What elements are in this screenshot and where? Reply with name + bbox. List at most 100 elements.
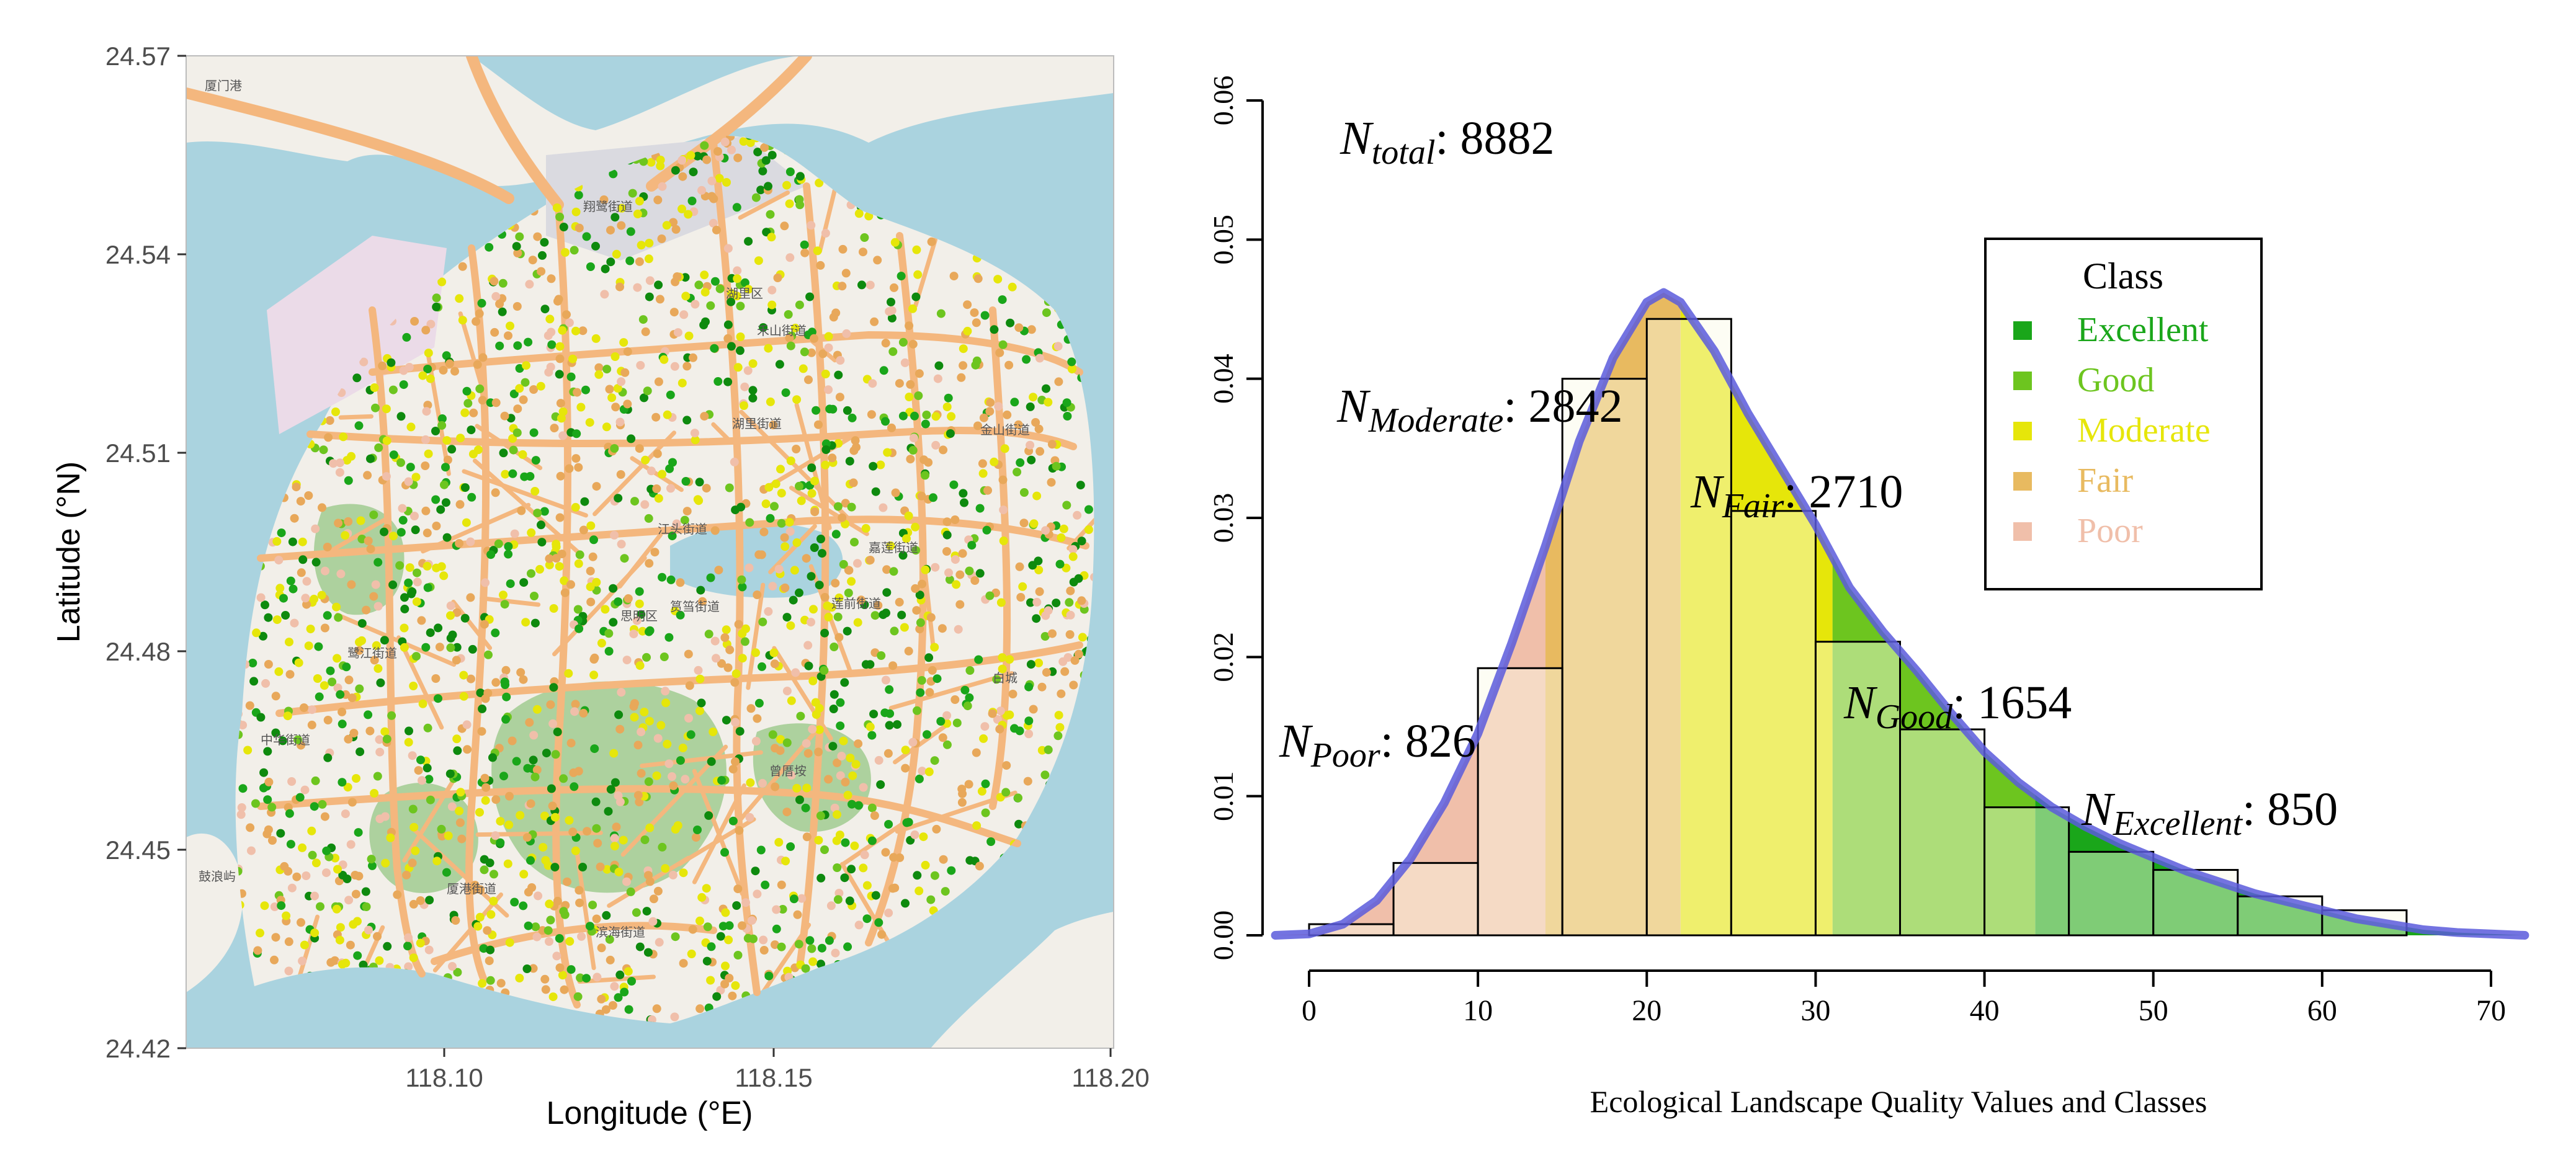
sample-point — [555, 354, 565, 363]
road — [465, 244, 490, 984]
sample-point — [504, 542, 513, 551]
sample-point — [680, 515, 689, 525]
sample-point — [687, 950, 696, 958]
sample-point — [1068, 365, 1076, 374]
minor-road — [839, 822, 903, 868]
sample-point — [326, 666, 335, 675]
sample-point — [712, 654, 720, 663]
sample-point — [970, 308, 979, 318]
sample-point — [602, 865, 612, 874]
sample-point — [319, 445, 328, 455]
sample-point — [979, 413, 988, 422]
sample-point — [1042, 384, 1050, 393]
sample-point — [897, 610, 906, 620]
sample-point — [803, 749, 813, 758]
sample-point — [571, 846, 580, 855]
sample-point — [842, 329, 851, 338]
sample-point — [320, 681, 329, 690]
sample-point — [456, 788, 465, 797]
sample-point — [619, 835, 628, 845]
sample-point — [616, 470, 625, 479]
sample-point — [455, 806, 464, 816]
sample-point — [731, 757, 740, 766]
legend-swatch — [2013, 321, 2032, 340]
sample-point — [555, 934, 564, 943]
sample-point — [373, 558, 383, 567]
sample-point — [789, 894, 798, 904]
sample-point — [589, 670, 599, 680]
sample-point — [841, 838, 850, 847]
chart-y-tick-label: 0.06 — [1207, 76, 1239, 126]
sample-point — [787, 696, 796, 705]
sample-point — [865, 280, 875, 290]
sample-point — [1065, 630, 1075, 639]
sample-point — [446, 611, 455, 620]
sample-point — [630, 713, 639, 722]
sample-point — [745, 518, 754, 527]
sample-point — [347, 580, 356, 589]
minor-road — [480, 596, 541, 607]
sample-point — [468, 644, 477, 654]
sample-point — [635, 599, 644, 608]
sample-point — [740, 278, 749, 287]
sample-point — [728, 765, 738, 774]
sample-point — [267, 803, 277, 812]
sample-point — [426, 319, 436, 329]
sample-point — [624, 594, 633, 603]
sample-point — [311, 858, 321, 868]
sample-point — [795, 300, 804, 309]
sample-point — [663, 410, 672, 419]
sample-point — [942, 711, 952, 720]
sample-point — [519, 901, 528, 911]
sample-point — [610, 352, 620, 361]
sample-point — [1014, 420, 1023, 429]
sample-point — [994, 402, 1003, 411]
sample-point — [335, 458, 344, 468]
minor-road — [421, 502, 531, 554]
sample-point — [513, 249, 522, 257]
sample-point — [528, 256, 537, 265]
sample-point — [442, 533, 452, 542]
sample-point — [908, 339, 918, 349]
sample-point — [437, 414, 447, 423]
sample-point — [910, 830, 919, 839]
sample-point — [807, 572, 816, 581]
minor-road — [711, 422, 732, 443]
sample-point — [614, 710, 624, 719]
sample-point — [1008, 690, 1017, 698]
sample-point — [272, 537, 282, 546]
sample-point — [792, 783, 802, 793]
sample-point — [1027, 325, 1036, 334]
sample-point — [635, 197, 644, 206]
sample-point — [423, 561, 432, 571]
sample-point — [270, 902, 279, 911]
sample-point — [834, 593, 844, 602]
chart-y-tick-label: 0.00 — [1207, 911, 1239, 961]
sample-point — [600, 290, 609, 299]
sample-point — [771, 940, 779, 950]
sample-point — [516, 811, 525, 820]
sample-point — [735, 826, 744, 835]
sample-point — [496, 838, 505, 847]
sample-point — [505, 791, 514, 801]
sample-point — [571, 700, 580, 709]
sample-point — [759, 323, 768, 332]
sample-point — [942, 530, 952, 540]
sample-point — [827, 603, 836, 612]
sample-point — [1058, 657, 1068, 666]
sample-point — [1076, 481, 1085, 490]
minor-road — [396, 635, 444, 730]
sample-point — [263, 795, 272, 804]
sample-point — [1000, 444, 1009, 453]
sample-point — [314, 642, 323, 651]
sample-point — [697, 185, 706, 195]
sample-point — [480, 855, 489, 864]
sample-point — [895, 597, 904, 607]
road — [466, 56, 564, 210]
sample-point — [889, 567, 898, 576]
sample-point — [610, 982, 619, 991]
map-x-tick-label: 118.20 — [1071, 1063, 1149, 1092]
sample-point — [592, 482, 601, 491]
sample-point — [575, 886, 584, 895]
